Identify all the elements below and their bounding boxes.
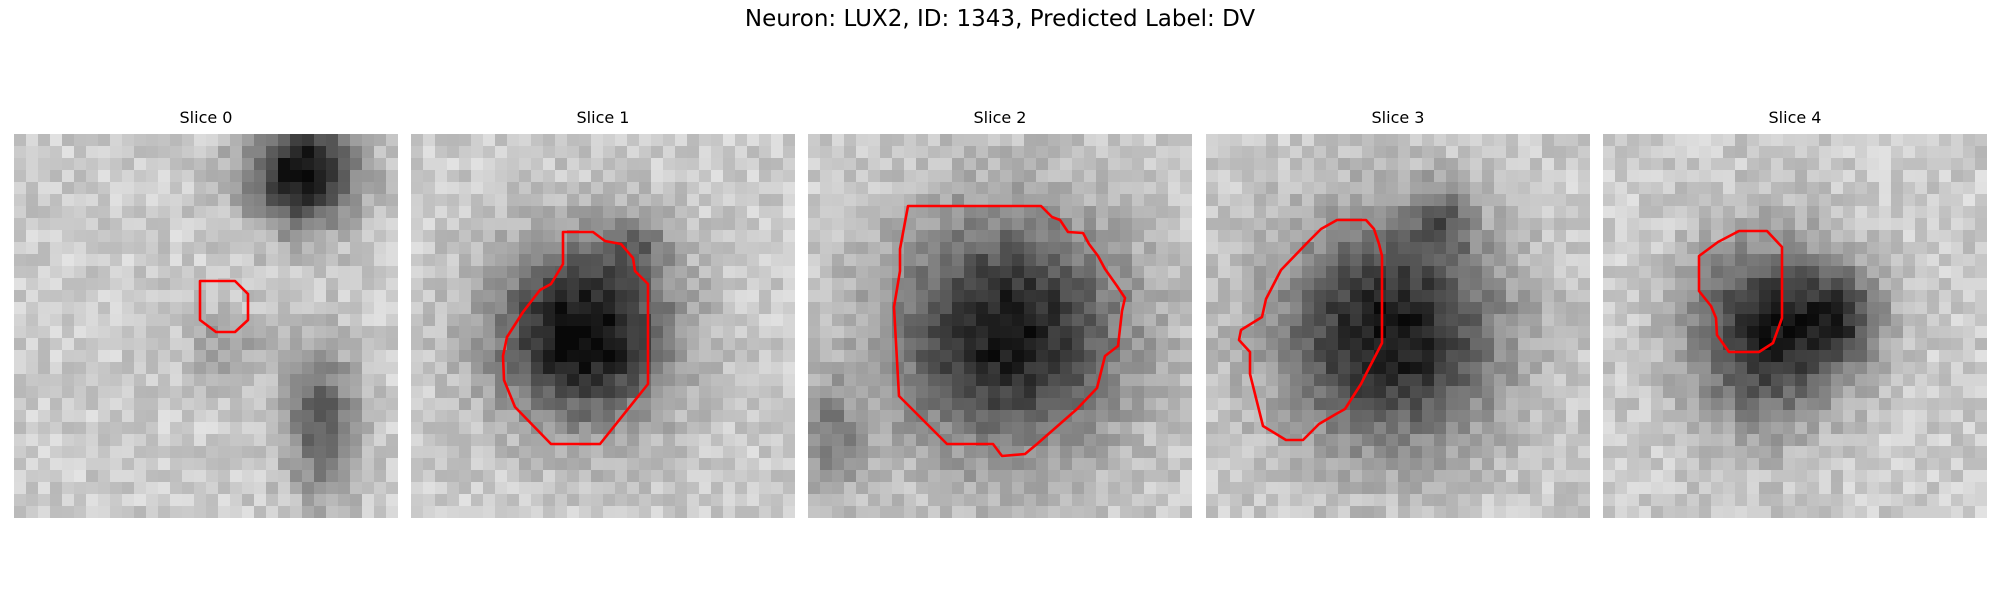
slice-image-2: [808, 134, 1192, 518]
slice-image-1: [411, 134, 795, 518]
roi-contour-1: [501, 230, 650, 446]
slice-image-4: [1603, 134, 1987, 518]
roi-contour-2: [892, 204, 1127, 458]
slice-image-3: [1206, 134, 1590, 518]
figure-title: Neuron: LUX2, ID: 1343, Predicted Label:…: [744, 6, 1256, 32]
slice-title-4: Slice 4: [1768, 108, 1822, 127]
slice-title-3: Slice 3: [1371, 108, 1425, 127]
slice-title-2: Slice 2: [973, 108, 1027, 127]
slice-title-0: Slice 0: [179, 108, 233, 127]
roi-contour-0: [198, 279, 250, 334]
slice-image-0: [14, 134, 398, 518]
slice-title-1: Slice 1: [576, 108, 630, 127]
roi-contour-4: [1697, 229, 1784, 354]
roi-contour-3: [1237, 218, 1384, 442]
